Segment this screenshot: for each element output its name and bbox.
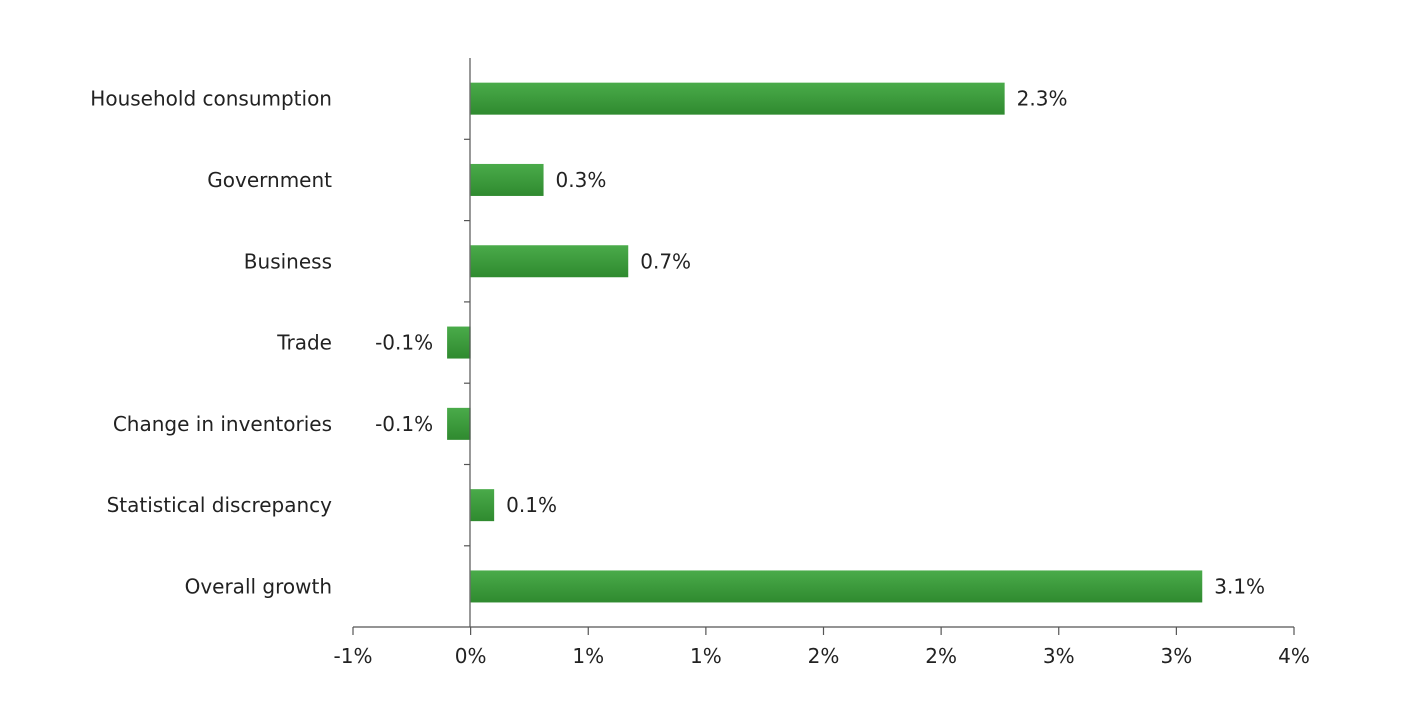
category-label: Household consumption (90, 87, 332, 111)
data-label: -0.1% (375, 331, 433, 355)
bar-statistical-discrepancy (470, 489, 495, 522)
bar-government (470, 163, 544, 196)
x-tick-label: 0% (455, 644, 487, 668)
data-label: 0.3% (556, 168, 607, 192)
x-tick-label: 1% (572, 644, 604, 668)
bar-trade (447, 326, 471, 359)
axes: -1% 0% 1% 1% 2% 2% 3% 3% 4% (334, 58, 1310, 668)
bar-business (470, 245, 629, 278)
x-tick-label: 3% (1161, 644, 1193, 668)
bars-layer (447, 82, 1203, 603)
data-label: 0.1% (506, 493, 557, 517)
category-label: Business (244, 249, 332, 273)
category-label: Overall growth (185, 574, 332, 598)
x-tick-label: 4% (1278, 644, 1310, 668)
bar-household-consumption (470, 82, 1005, 115)
category-label: Change in inventories (113, 412, 332, 436)
bar-change-in-inventories (447, 407, 471, 440)
labels-layer: Household consumption 2.3% Government 0.3% B… (90, 87, 1265, 599)
data-label: 0.7% (640, 249, 691, 273)
data-label: -0.1% (375, 412, 433, 436)
x-tick-label: 2% (925, 644, 957, 668)
category-label: Government (207, 168, 332, 192)
bar-overall-growth (470, 570, 1203, 603)
x-tick-label: -1% (334, 644, 373, 668)
x-tick-label: 3% (1043, 644, 1075, 668)
category-label: Statistical discrepancy (107, 493, 333, 517)
category-label: Trade (276, 331, 332, 355)
x-tick-label: 1% (690, 644, 722, 668)
x-tick-label: 2% (808, 644, 840, 668)
data-label: 3.1% (1214, 574, 1265, 598)
data-label: 2.3% (1017, 87, 1068, 111)
